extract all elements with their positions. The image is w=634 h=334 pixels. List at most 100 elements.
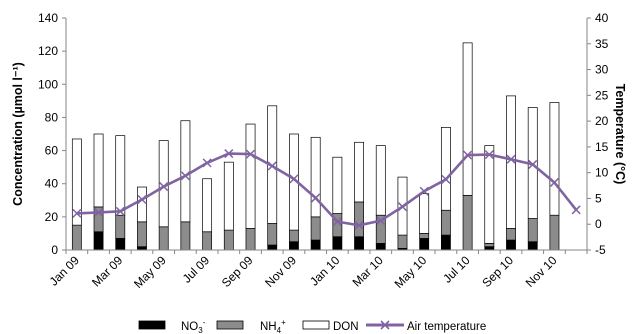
y-tick-label-60: 60 (45, 144, 59, 158)
y-tick-label-100: 100 (38, 77, 58, 91)
bar-no3-9 (267, 244, 278, 251)
x-tick-label-14: Mar 10 (350, 253, 387, 290)
bar-no3-2 (115, 238, 126, 251)
temperature-point-3 (137, 194, 147, 205)
temperature-point-5 (180, 171, 190, 181)
y-axis-title: Concentration (µmol l⁻¹) (11, 62, 25, 206)
legend-swatch-don (302, 320, 330, 330)
temperature-point-13 (354, 220, 364, 230)
y-tick-label-0: 0 (51, 243, 58, 257)
bar-don-1 (93, 133, 104, 208)
bar-nh4-0 (71, 224, 82, 251)
y2-tick-label-0: 0 (595, 217, 602, 231)
bar-nh4-20 (506, 228, 516, 241)
y2-tick-label--5: -5 (595, 243, 606, 257)
y-tick-label-80: 80 (45, 110, 59, 124)
bar-nh4-2 (115, 214, 126, 239)
y2-tick-label-10: 10 (595, 166, 609, 180)
y2-tick-label-5: 5 (595, 191, 602, 205)
bar-nh4-4 (158, 226, 169, 251)
y-tick-label-40: 40 (45, 177, 59, 191)
legend: NO3- NH4+ DON Air temperature (138, 318, 486, 334)
bar-nh4-3 (137, 221, 147, 248)
temperature-point-9 (267, 161, 277, 171)
temperature-point-7 (224, 149, 234, 159)
legend-label-nh4: NH4+ (260, 318, 286, 334)
x-tick-label-10: Nov 09 (262, 253, 299, 290)
x-tick-label-16: May 10 (392, 253, 430, 291)
temperature-point-2 (115, 206, 125, 216)
bar-nh4-7 (223, 229, 234, 251)
bar-no3-10 (289, 241, 299, 251)
temperature-point-6 (202, 158, 212, 168)
bar-nh4-19 (484, 243, 495, 248)
temperature-point-10 (289, 174, 299, 184)
temperature-point-21 (528, 159, 538, 169)
temperature-point-12 (332, 217, 342, 227)
bar-don-18 (462, 42, 473, 196)
legend-label-temperature: Air temperature (407, 321, 486, 333)
bars-layer (71, 42, 560, 251)
bar-nh4-15 (397, 234, 408, 249)
y2-tick-label-25: 25 (595, 88, 609, 102)
y-tick-label-20: 20 (45, 210, 59, 224)
bar-no3-16 (419, 238, 430, 251)
bar-nh4-1 (93, 206, 104, 233)
legend-swatch-no3 (138, 320, 166, 330)
temperature-point-16 (419, 186, 429, 196)
temperature-point-17 (441, 174, 451, 184)
bar-don-6 (202, 178, 213, 233)
temperature-point-4 (159, 182, 169, 192)
bar-nh4-5 (180, 221, 191, 251)
bar-don-11 (310, 136, 321, 218)
bar-nh4-22 (549, 214, 560, 251)
temperature-point-14 (376, 216, 386, 226)
temperature-point-20 (506, 154, 516, 164)
bar-no3-20 (506, 239, 516, 251)
legend-label-don: DON (333, 321, 359, 333)
y-tick-label-120: 120 (38, 44, 58, 58)
bar-don-8 (245, 123, 256, 229)
legend-label-no3: NO3- (181, 318, 206, 334)
temperature-line (76, 152, 578, 227)
bar-nh4-9 (267, 223, 278, 246)
bar-nh4-10 (289, 229, 299, 243)
temperature-point-0 (72, 208, 82, 218)
bar-don-0 (71, 138, 82, 226)
bar-no3-21 (527, 241, 538, 251)
x-tick-label-22: Nov 10 (523, 253, 560, 290)
bar-nh4-11 (310, 216, 321, 241)
x-tick-label-4: May 09 (131, 253, 169, 291)
bar-no3-14 (375, 243, 386, 251)
bar-nh4-16 (419, 233, 430, 239)
y2-axis-title: Temperature (°C) (613, 84, 627, 185)
temperature-point-1 (94, 207, 104, 217)
y2-tick-label-30: 30 (595, 63, 609, 77)
x-tick-label-18: Jul 10 (440, 253, 473, 286)
bar-don-7 (223, 161, 234, 231)
temperature-point-22 (549, 177, 559, 187)
bar-no3-12 (332, 236, 343, 251)
bar-no3-17 (440, 234, 451, 251)
temperature-point-23 (571, 205, 581, 215)
y2-tick-label-15: 15 (595, 140, 609, 154)
x-tick-label-2: Mar 09 (89, 253, 126, 290)
bar-don-14 (375, 145, 386, 216)
bar-don-19 (484, 145, 495, 244)
bar-no3-1 (93, 231, 104, 251)
legend-swatch-nh4 (216, 320, 244, 330)
temperature-point-11 (311, 193, 321, 203)
legend-marker-temperature (380, 320, 390, 330)
y2-tick-label-40: 40 (595, 11, 609, 25)
bar-nh4-21 (527, 218, 538, 243)
bar-don-20 (506, 95, 516, 229)
bar-don-2 (115, 135, 126, 216)
bar-don-12 (332, 156, 343, 214)
bar-don-22 (549, 102, 560, 216)
bar-nh4-6 (202, 231, 213, 251)
x-tick-label-6: Jul 09 (180, 253, 213, 286)
y-tick-label-140: 140 (38, 11, 58, 25)
temperature-point-19 (484, 150, 494, 160)
temperature-line-layer (72, 149, 581, 230)
